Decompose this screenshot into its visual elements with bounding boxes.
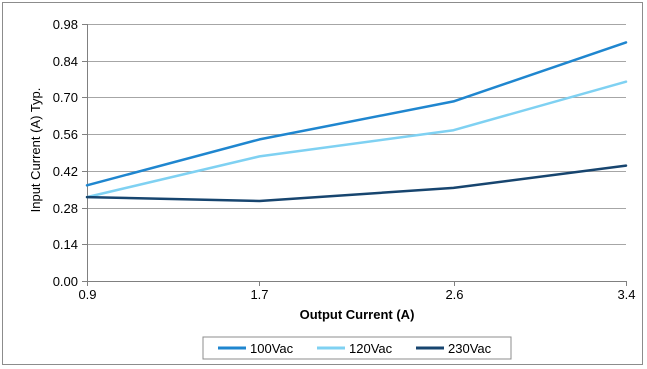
y-axis-ticks: 0.00 0.14 0.28 0.42 0.56 0.70 0.84 0.98 bbox=[53, 17, 87, 289]
x-tick-label: 0.9 bbox=[78, 287, 96, 302]
y-tick-label: 0.00 bbox=[53, 274, 78, 289]
chart-frame bbox=[2, 2, 643, 365]
x-tick-label: 1.7 bbox=[250, 287, 268, 302]
legend-box bbox=[202, 336, 512, 360]
x-tick-label: 2.6 bbox=[445, 287, 463, 302]
legend: 100Vac 120Vac 230Vac bbox=[202, 336, 512, 360]
y-tick-label: 0.98 bbox=[53, 17, 78, 32]
legend-label-230vac: 230Vac bbox=[448, 341, 492, 356]
series-line-230vac bbox=[85, 164, 628, 203]
x-axis-title: Output Current (A) bbox=[300, 307, 415, 322]
y-tick-label: 0.56 bbox=[53, 127, 78, 142]
y-tick-label: 0.28 bbox=[53, 201, 78, 216]
x-tick-label: 3.4 bbox=[617, 287, 635, 302]
y-axis-title: Input Current (A) Typ. bbox=[28, 88, 43, 213]
y-tick-label: 0.84 bbox=[53, 54, 78, 69]
legend-item-120vac: 120Vac bbox=[317, 341, 393, 356]
series-line-120vac bbox=[85, 80, 628, 199]
y-tick-label: 0.70 bbox=[53, 90, 78, 105]
legend-label-120vac: 120Vac bbox=[349, 341, 393, 356]
series-line-100vac bbox=[85, 41, 628, 187]
gridlines bbox=[87, 24, 626, 245]
legend-item-230vac: 230Vac bbox=[416, 341, 492, 356]
y-tick-label: 0.14 bbox=[53, 237, 78, 252]
legend-label-100vac: 100Vac bbox=[250, 341, 294, 356]
legend-item-100vac: 100Vac bbox=[218, 341, 294, 356]
x-axis-ticks: 0.9 1.7 2.6 3.4 bbox=[78, 281, 636, 302]
series-lines bbox=[85, 41, 628, 203]
y-tick-label: 0.42 bbox=[53, 164, 78, 179]
